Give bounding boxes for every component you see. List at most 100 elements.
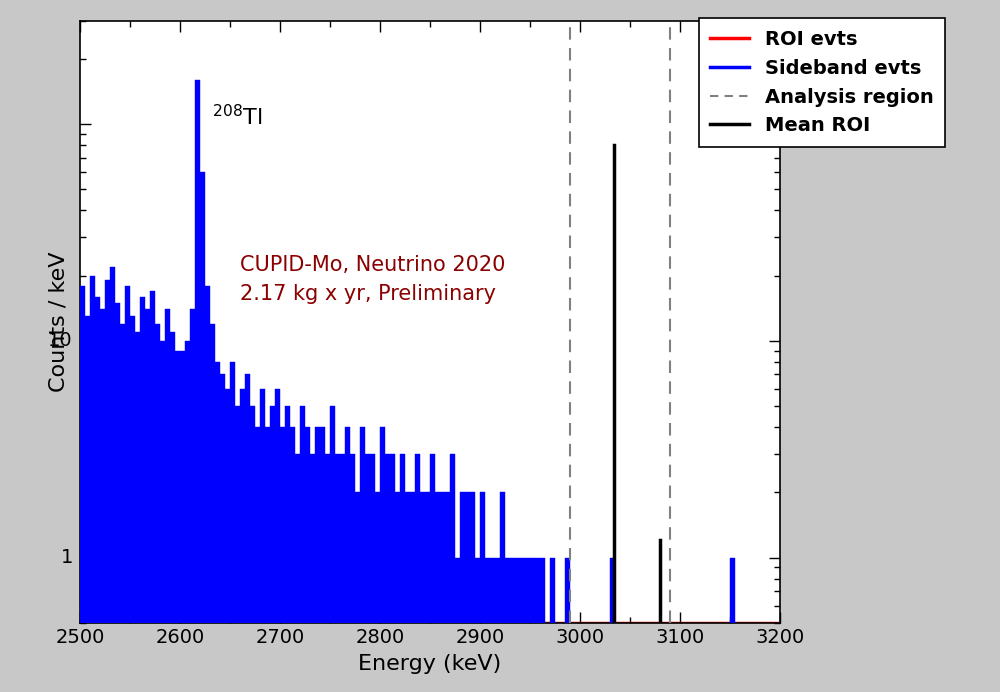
Bar: [80, 286, 85, 692]
Bar: [105, 280, 110, 692]
Y-axis label: Counts / keV: Counts / keV: [48, 251, 68, 392]
Bar: [375, 492, 380, 692]
Bar: [470, 492, 475, 692]
Bar: [340, 454, 345, 692]
Bar: [485, 558, 490, 692]
Bar: [385, 454, 390, 692]
Bar: [295, 454, 300, 692]
Bar: [215, 362, 220, 692]
Bar: [550, 558, 555, 692]
Bar: [235, 406, 240, 692]
Bar: [610, 558, 615, 692]
Bar: [565, 558, 570, 692]
Bar: [90, 275, 95, 692]
Bar: [335, 454, 340, 692]
Bar: [465, 492, 470, 692]
Bar: [405, 492, 410, 692]
Bar: [275, 389, 280, 692]
Bar: [480, 492, 485, 692]
Bar: [280, 427, 285, 692]
Bar: [185, 341, 190, 692]
Bar: [260, 389, 265, 692]
Bar: [100, 309, 105, 692]
Bar: [415, 454, 420, 692]
Bar: [210, 324, 215, 692]
Text: 10: 10: [48, 331, 73, 350]
Bar: [255, 427, 260, 692]
Bar: [120, 324, 125, 692]
Bar: [175, 351, 180, 692]
Bar: [265, 427, 270, 692]
Bar: [245, 374, 250, 692]
Bar: [130, 316, 135, 692]
Bar: [250, 406, 255, 692]
Bar: [475, 558, 480, 692]
Bar: [355, 492, 360, 692]
Bar: [505, 558, 510, 692]
Bar: [160, 341, 165, 692]
Bar: [180, 351, 185, 692]
Bar: [125, 286, 130, 692]
Bar: [425, 492, 430, 692]
Text: $^{208}$Tl: $^{208}$Tl: [212, 104, 262, 129]
Bar: [360, 427, 365, 692]
Bar: [445, 492, 450, 692]
Bar: [165, 309, 170, 692]
Bar: [495, 558, 500, 692]
Bar: [370, 454, 375, 692]
Bar: [230, 362, 235, 692]
Bar: [190, 309, 195, 692]
Bar: [330, 406, 335, 692]
Bar: [510, 558, 515, 692]
Bar: [430, 454, 435, 692]
Bar: [525, 558, 530, 692]
Bar: [205, 286, 210, 692]
Bar: [395, 492, 400, 692]
Bar: [440, 492, 445, 692]
Bar: [240, 389, 245, 692]
Bar: [320, 427, 325, 692]
Bar: [500, 492, 505, 692]
Bar: [310, 454, 315, 692]
Bar: [145, 309, 150, 692]
Bar: [315, 427, 320, 692]
Bar: [155, 324, 160, 692]
X-axis label: Energy (keV): Energy (keV): [358, 654, 502, 673]
Bar: [520, 558, 525, 692]
Bar: [270, 406, 275, 692]
Bar: [535, 558, 540, 692]
Bar: [410, 492, 415, 692]
Bar: [305, 427, 310, 692]
Bar: [350, 454, 355, 692]
Bar: [380, 427, 385, 692]
Bar: [540, 558, 545, 692]
Bar: [460, 492, 465, 692]
Text: CUPID-Mo, Neutrino 2020
2.17 kg x yr, Preliminary: CUPID-Mo, Neutrino 2020 2.17 kg x yr, Pr…: [240, 255, 505, 304]
Bar: [325, 454, 330, 692]
Bar: [390, 454, 395, 692]
Bar: [490, 558, 495, 692]
Bar: [290, 427, 295, 692]
Bar: [95, 297, 100, 692]
Bar: [730, 558, 735, 692]
Bar: [135, 332, 140, 692]
Bar: [345, 427, 350, 692]
Bar: [450, 454, 455, 692]
Legend: ROI evts, Sideband evts, Analysis region, Mean ROI: ROI evts, Sideband evts, Analysis region…: [699, 19, 945, 147]
Bar: [365, 454, 370, 692]
Bar: [140, 297, 145, 692]
Bar: [170, 332, 175, 692]
Bar: [85, 316, 90, 692]
Bar: [220, 374, 225, 692]
Bar: [195, 80, 200, 692]
Bar: [420, 492, 425, 692]
Bar: [300, 406, 305, 692]
Bar: [400, 454, 405, 692]
Text: 1: 1: [61, 548, 73, 567]
Bar: [455, 558, 460, 692]
Bar: [530, 558, 535, 692]
Bar: [225, 389, 230, 692]
Bar: [200, 172, 205, 692]
Bar: [110, 266, 115, 692]
Bar: [285, 406, 290, 692]
